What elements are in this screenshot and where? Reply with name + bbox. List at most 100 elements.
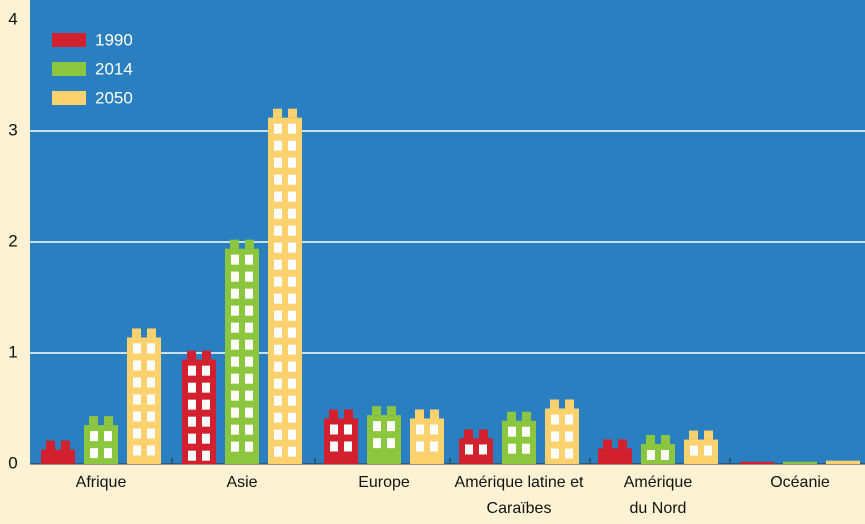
chimney bbox=[618, 439, 627, 448]
chimney bbox=[522, 412, 531, 421]
chimney bbox=[61, 441, 70, 450]
window bbox=[231, 306, 239, 316]
window bbox=[330, 441, 338, 451]
window bbox=[274, 192, 282, 202]
bar bbox=[225, 249, 259, 464]
bar bbox=[84, 425, 118, 464]
window bbox=[147, 360, 155, 370]
window bbox=[274, 158, 282, 168]
window bbox=[231, 408, 239, 418]
legend-swatch bbox=[52, 62, 86, 76]
window bbox=[147, 428, 155, 438]
window bbox=[245, 408, 253, 418]
chimney bbox=[550, 400, 559, 409]
window bbox=[274, 379, 282, 389]
window bbox=[551, 432, 559, 442]
window bbox=[231, 391, 239, 401]
window bbox=[508, 444, 516, 454]
chimney bbox=[689, 431, 698, 440]
window bbox=[274, 413, 282, 423]
chimney bbox=[147, 328, 156, 337]
window bbox=[133, 428, 141, 438]
window bbox=[288, 141, 296, 151]
chimney bbox=[372, 406, 381, 415]
window bbox=[202, 400, 210, 410]
chimney bbox=[646, 435, 655, 444]
x-tick-label: Océanie bbox=[740, 470, 860, 496]
window bbox=[387, 421, 395, 431]
window bbox=[147, 394, 155, 404]
window bbox=[274, 124, 282, 134]
window bbox=[202, 366, 210, 376]
window bbox=[704, 446, 712, 456]
window bbox=[188, 451, 196, 461]
y-tick-label: 4 bbox=[8, 9, 17, 28]
window bbox=[245, 391, 253, 401]
window bbox=[245, 289, 253, 299]
window bbox=[188, 366, 196, 376]
window bbox=[479, 444, 487, 454]
chimney bbox=[430, 409, 439, 418]
window bbox=[288, 192, 296, 202]
window bbox=[274, 209, 282, 219]
bar bbox=[459, 438, 493, 464]
window bbox=[565, 432, 573, 442]
window bbox=[565, 415, 573, 425]
chimney bbox=[329, 409, 338, 418]
window bbox=[188, 417, 196, 427]
window bbox=[288, 328, 296, 338]
window bbox=[245, 425, 253, 435]
window bbox=[288, 243, 296, 253]
chimney bbox=[603, 439, 612, 448]
window bbox=[647, 450, 655, 460]
x-tick-label: Amérique latine et Caraïbes bbox=[454, 470, 584, 522]
window bbox=[274, 345, 282, 355]
window bbox=[147, 411, 155, 421]
window bbox=[274, 294, 282, 304]
window bbox=[231, 255, 239, 265]
chimney bbox=[565, 400, 574, 409]
window bbox=[90, 448, 98, 458]
window bbox=[288, 413, 296, 423]
x-tick-label: Amérique du Nord bbox=[613, 470, 703, 522]
window bbox=[274, 430, 282, 440]
window bbox=[373, 421, 381, 431]
chimney bbox=[273, 109, 282, 118]
chimney bbox=[230, 240, 239, 249]
x-tick-label: Afrique bbox=[41, 470, 161, 496]
window bbox=[274, 328, 282, 338]
bar bbox=[324, 418, 358, 464]
window bbox=[288, 447, 296, 457]
window bbox=[288, 345, 296, 355]
window bbox=[288, 311, 296, 321]
legend-swatch bbox=[52, 33, 86, 47]
y-tick-label: 2 bbox=[8, 231, 17, 250]
bar bbox=[127, 337, 161, 464]
window bbox=[245, 340, 253, 350]
window bbox=[231, 323, 239, 333]
window bbox=[465, 444, 473, 454]
chimney bbox=[415, 409, 424, 418]
legend-label: 1990 bbox=[95, 30, 133, 49]
y-tick-label: 1 bbox=[8, 342, 17, 361]
chimney bbox=[132, 328, 141, 337]
y-tick-label: 0 bbox=[8, 453, 17, 472]
window bbox=[274, 226, 282, 236]
chimney bbox=[46, 441, 55, 450]
chimney bbox=[187, 351, 196, 360]
window bbox=[133, 343, 141, 353]
window bbox=[508, 427, 516, 437]
window bbox=[245, 272, 253, 282]
window bbox=[387, 438, 395, 448]
bar bbox=[598, 448, 632, 464]
window bbox=[274, 277, 282, 287]
chimney bbox=[661, 435, 670, 444]
window bbox=[288, 124, 296, 134]
chimney bbox=[89, 416, 98, 425]
window bbox=[288, 158, 296, 168]
window bbox=[274, 396, 282, 406]
window bbox=[202, 451, 210, 461]
window bbox=[202, 383, 210, 393]
window bbox=[344, 441, 352, 451]
bar bbox=[182, 360, 216, 464]
